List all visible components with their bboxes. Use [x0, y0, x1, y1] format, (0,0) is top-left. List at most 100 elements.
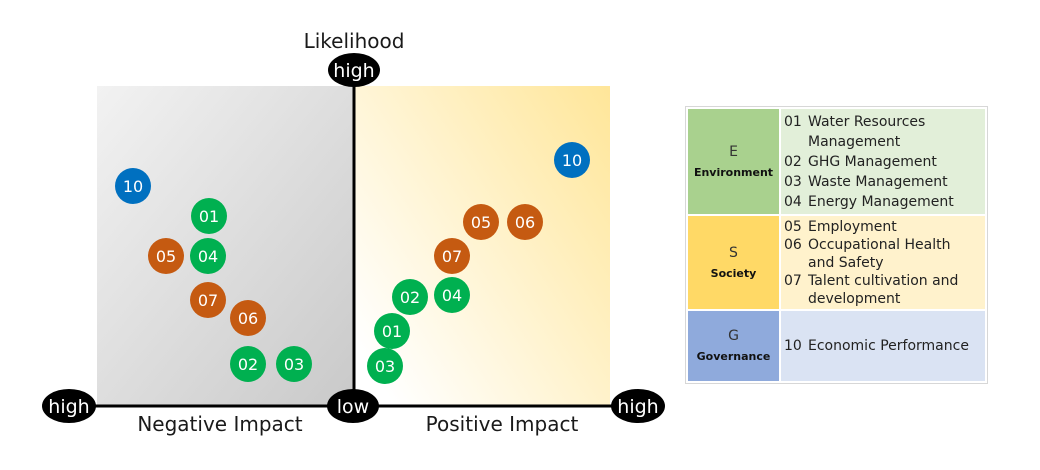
environment-letter: E	[729, 143, 738, 160]
issue-marker-circle	[191, 198, 227, 234]
issue-marker-label: 03	[375, 357, 395, 376]
issue-marker-label: 05	[156, 247, 176, 266]
legend-environment-items: 01 Water Resources Management 02 GHG Manag…	[781, 109, 985, 214]
issue-marker-label: 06	[238, 309, 258, 328]
issue-marker-label: 07	[198, 291, 218, 310]
issue-marker-circle	[463, 204, 499, 240]
item-text: Waste Management	[808, 173, 948, 190]
issue-marker-label: 10	[123, 177, 143, 196]
governance-name: Governance	[696, 350, 771, 363]
positive-issue-05-marker: 05	[463, 204, 499, 240]
issue-marker-label: 01	[382, 322, 402, 341]
positive-issue-06-marker: 06	[507, 204, 543, 240]
item-number: 04	[784, 193, 802, 210]
issue-marker-circle	[434, 277, 470, 313]
legend-item: 05 Employment	[784, 218, 985, 236]
issue-marker-label: 10	[562, 151, 582, 170]
item-number: 06	[784, 236, 802, 253]
negative-impact-quadrant	[97, 86, 354, 406]
negative-issue-02-marker: 02	[230, 346, 266, 382]
issue-marker-circle	[276, 346, 312, 382]
issue-marker-label: 02	[238, 355, 258, 374]
negative-issue-03-marker: 03	[276, 346, 312, 382]
issue-marker-label: 02	[400, 288, 420, 307]
legend-item: 02 GHG Management	[784, 152, 985, 172]
issue-marker-circle	[115, 168, 151, 204]
positive-issue-03-marker: 03	[367, 348, 403, 384]
item-number: 01	[784, 113, 802, 130]
legend-item: 06 Occupational Health and Safety	[784, 236, 985, 272]
item-text: GHG Management	[808, 153, 937, 170]
item-text: Employment	[808, 218, 897, 235]
issue-markers: 10 01 05 04 07 06 02 03 10 05 06 07 02 04 01 03	[115, 142, 590, 384]
materiality-matrix: Likelihood high low high high Negative I…	[42, 29, 665, 436]
legend-environment-category: E Environment	[688, 109, 779, 214]
society-letter: S	[729, 244, 738, 261]
item-number: 02	[784, 153, 802, 170]
negative-issue-10-marker: 10	[115, 168, 151, 204]
item-text: Talent cultivation and	[808, 272, 959, 289]
issue-marker-circle	[392, 279, 428, 315]
item-text-continued: Management	[808, 133, 901, 150]
item-text: Economic Performance	[808, 338, 969, 354]
society-name: Society	[710, 266, 757, 280]
legend-society-category: S Society	[688, 216, 779, 309]
legend-society-row: S Society 05 Employment 06 Occupational He…	[688, 216, 985, 309]
issue-marker-label: 01	[199, 207, 219, 226]
issue-marker-label: 05	[471, 213, 491, 232]
legend-governance-row: G Governance 10 Economic Performance	[688, 311, 985, 381]
legend-society-items: 05 Employment 06 Occupational Health and S…	[781, 216, 985, 309]
negative-impact-title: Negative Impact	[137, 412, 302, 436]
positive-issue-02-marker: 02	[392, 279, 428, 315]
legend-governance-items: 10 Economic Performance	[781, 311, 985, 381]
esg-legend-table: E Environment 01 Water Resources Manageme…	[685, 106, 988, 384]
issue-marker-label: 04	[442, 286, 462, 305]
item-text-continued: development	[808, 290, 901, 307]
negative-issue-07-marker: 07	[190, 282, 226, 318]
issue-marker-label: 06	[515, 213, 535, 232]
item-text: Water Resources	[808, 113, 926, 130]
legend-item: 04 Energy Management	[784, 192, 985, 212]
positive-issue-07-marker: 07	[434, 238, 470, 274]
issue-marker-circle	[148, 238, 184, 274]
item-text: Energy Management	[808, 193, 954, 210]
issue-marker-circle	[230, 346, 266, 382]
item-number: 05	[784, 218, 802, 235]
likelihood-axis-title: Likelihood	[304, 29, 405, 53]
positive-issue-04-marker: 04	[434, 277, 470, 313]
environment-name: Environment	[693, 165, 774, 179]
negative-issue-04-marker: 04	[190, 238, 226, 274]
issue-marker-circle	[374, 313, 410, 349]
issue-marker-circle	[190, 282, 226, 318]
negative-issue-01-marker: 01	[191, 198, 227, 234]
x-axis-left-high-pill: high	[42, 389, 96, 423]
issue-marker-circle	[434, 238, 470, 274]
negative-issue-06-marker: 06	[230, 300, 266, 336]
legend-governance-category: G Governance	[688, 311, 779, 381]
governance-letter: G	[728, 328, 739, 344]
issue-marker-label: 03	[284, 355, 304, 374]
origin-low-pill: low	[327, 389, 379, 423]
issue-marker-circle	[507, 204, 543, 240]
item-number: 07	[784, 272, 802, 289]
legend-item: 01 Water Resources Management	[784, 112, 985, 152]
origin-low-label: low	[337, 396, 369, 418]
issue-marker-circle	[190, 238, 226, 274]
y-axis-high-pill: high	[328, 53, 380, 87]
issue-marker-circle	[554, 142, 590, 178]
legend-item: 03 Waste Management	[784, 172, 985, 192]
legend-item: 07 Talent cultivation and development	[784, 272, 985, 308]
issue-marker-circle	[230, 300, 266, 336]
positive-issue-01-marker: 01	[374, 313, 410, 349]
x-axis-left-high-label: high	[48, 396, 89, 418]
item-number: 03	[784, 173, 802, 190]
legend-item: 10 Economic Performance	[784, 336, 985, 356]
item-text: Occupational Health	[808, 236, 951, 253]
x-axis-right-high-label: high	[617, 396, 658, 418]
item-text-continued: and Safety	[808, 254, 884, 271]
legend-environment-row: E Environment 01 Water Resources Manageme…	[688, 109, 985, 214]
x-axis-right-high-pill: high	[611, 389, 665, 423]
issue-marker-label: 04	[198, 247, 218, 266]
positive-impact-title: Positive Impact	[426, 412, 579, 436]
issue-marker-circle	[367, 348, 403, 384]
